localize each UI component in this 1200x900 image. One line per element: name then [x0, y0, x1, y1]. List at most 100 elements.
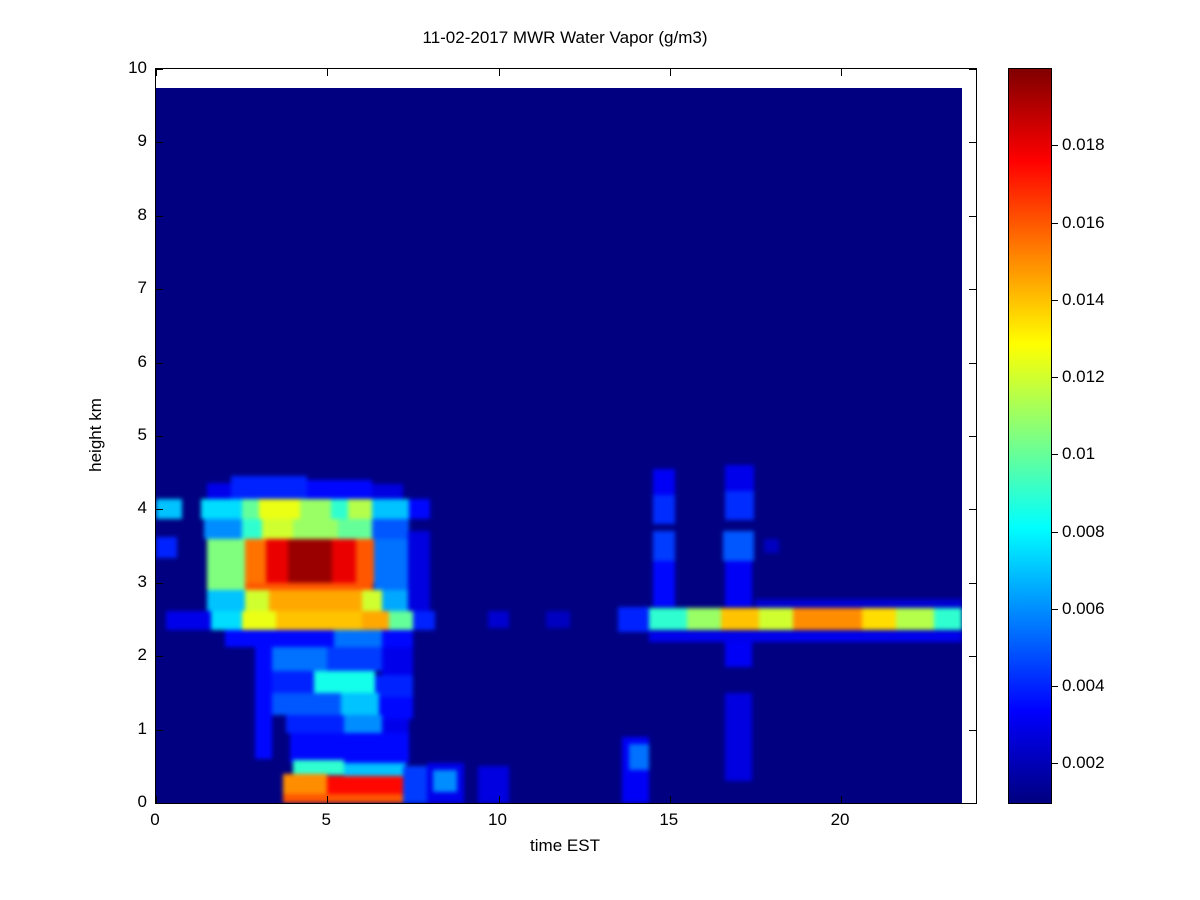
colorbar-tick-label: 0.002	[1062, 753, 1105, 773]
heatmap-cell	[895, 608, 934, 631]
heatmap-cell	[758, 608, 794, 631]
heatmap-cell	[618, 607, 650, 632]
y-tick-label: 9	[137, 131, 147, 151]
colorbar-tick	[1052, 686, 1058, 688]
colorbar-tick-label: 0.014	[1062, 289, 1105, 309]
y-axis-tick	[969, 215, 976, 217]
heatmap-cell	[156, 537, 177, 558]
x-axis-tick	[327, 796, 329, 803]
y-axis-tick	[969, 729, 976, 731]
x-axis-tick	[156, 69, 157, 76]
heatmap-cell	[327, 775, 403, 796]
heatmap-cell	[763, 538, 780, 554]
y-axis-tick	[969, 362, 976, 364]
heatmap-cell	[272, 692, 341, 715]
heatmap-cell	[361, 610, 389, 630]
heatmap-cell	[334, 629, 383, 648]
colorbar-tick	[1052, 377, 1058, 379]
heatmap-cell	[724, 465, 754, 492]
heatmap-cell	[255, 647, 273, 759]
y-tick-label: 6	[137, 351, 147, 371]
colorbar-tick	[1052, 531, 1058, 533]
heatmap-cell	[262, 518, 293, 539]
heatmap-cell	[477, 766, 509, 803]
x-axis-tick	[841, 796, 843, 803]
x-axis-tick	[669, 796, 671, 803]
y-axis-tick	[156, 289, 163, 291]
x-axis-tick	[327, 69, 329, 76]
heatmap-cell	[652, 494, 675, 525]
heatmap-cell	[287, 538, 333, 583]
heatmap-cell	[210, 610, 242, 630]
y-axis-tick	[156, 803, 163, 804]
heatmap-cell	[373, 538, 408, 591]
y-tick-label: 0	[137, 792, 147, 811]
heatmap-cell	[340, 692, 379, 715]
heatmap-cell	[282, 773, 328, 795]
colorbar-tick-label: 0.008	[1062, 521, 1105, 541]
heatmap-cells-layer	[156, 88, 962, 803]
heatmap-cell	[721, 608, 759, 631]
heatmap-cell	[628, 744, 650, 770]
heatmap-cell	[371, 518, 410, 539]
y-axis-tick	[969, 582, 976, 584]
heatmap-cell	[306, 480, 372, 500]
x-tick-label: 5	[321, 810, 331, 829]
heatmap-cell	[371, 499, 410, 519]
heatmap-cell	[347, 499, 372, 519]
heatmap-cell	[313, 670, 376, 693]
y-axis-tick	[156, 509, 163, 511]
heatmap-field	[156, 88, 962, 803]
heatmap-cell	[409, 499, 430, 519]
heatmap-cell	[207, 482, 232, 500]
heatmap-cell	[231, 476, 307, 500]
colorbar-tick-label: 0.004	[1062, 676, 1105, 696]
y-tick-label: 4	[137, 498, 147, 518]
heatmap-cell	[361, 590, 383, 611]
heatmap-cell	[241, 499, 259, 519]
x-axis-tick	[841, 69, 843, 76]
heatmap-cell	[272, 670, 314, 693]
y-tick-label: 5	[137, 425, 147, 444]
heatmap-cell	[433, 769, 458, 792]
heatmap-cell	[224, 629, 413, 648]
heatmap-cell	[724, 560, 752, 607]
y-tick-label: 1	[137, 718, 147, 738]
heatmap-cell	[166, 610, 211, 630]
heatmap-cell	[407, 531, 430, 613]
y-tick-label: 3	[137, 571, 147, 591]
y-axis-tick	[156, 215, 163, 217]
heatmap-cell	[371, 484, 403, 500]
heatmap-cell	[724, 491, 754, 521]
x-tick-label: 15	[659, 810, 679, 829]
heatmap-cell	[488, 610, 509, 629]
x-axis-tick	[156, 796, 157, 803]
heatmap-cell	[649, 608, 687, 631]
colorbar	[1008, 68, 1052, 804]
heatmap-cell	[203, 518, 242, 539]
heatmap-cell	[402, 766, 427, 803]
heatmap-cell	[241, 518, 263, 539]
heatmap-cell	[724, 692, 752, 781]
heatmap-cell	[289, 733, 410, 763]
y-axis-tick	[969, 436, 976, 437]
heatmap-cell	[652, 531, 675, 561]
heatmap-cell	[344, 762, 407, 778]
x-axis-tick	[669, 69, 671, 76]
y-axis-tick	[969, 656, 976, 658]
heatmap-cell	[299, 499, 331, 519]
heatmap-cell	[200, 499, 242, 519]
y-tick-label: 2	[137, 645, 147, 665]
heatmap-cell	[375, 674, 413, 697]
heatmap-cell	[241, 610, 276, 630]
heatmap-cell	[652, 560, 675, 607]
y-axis-tick	[156, 142, 163, 144]
colorbar-tick	[1052, 608, 1058, 610]
heatmap-cell	[652, 469, 675, 495]
y-axis-tick	[969, 69, 976, 70]
x-tick-label: 0	[150, 810, 160, 829]
x-axis-tick	[498, 796, 500, 803]
heatmap-cell	[344, 714, 383, 737]
colorbar-tick-label: 0.016	[1062, 212, 1105, 232]
